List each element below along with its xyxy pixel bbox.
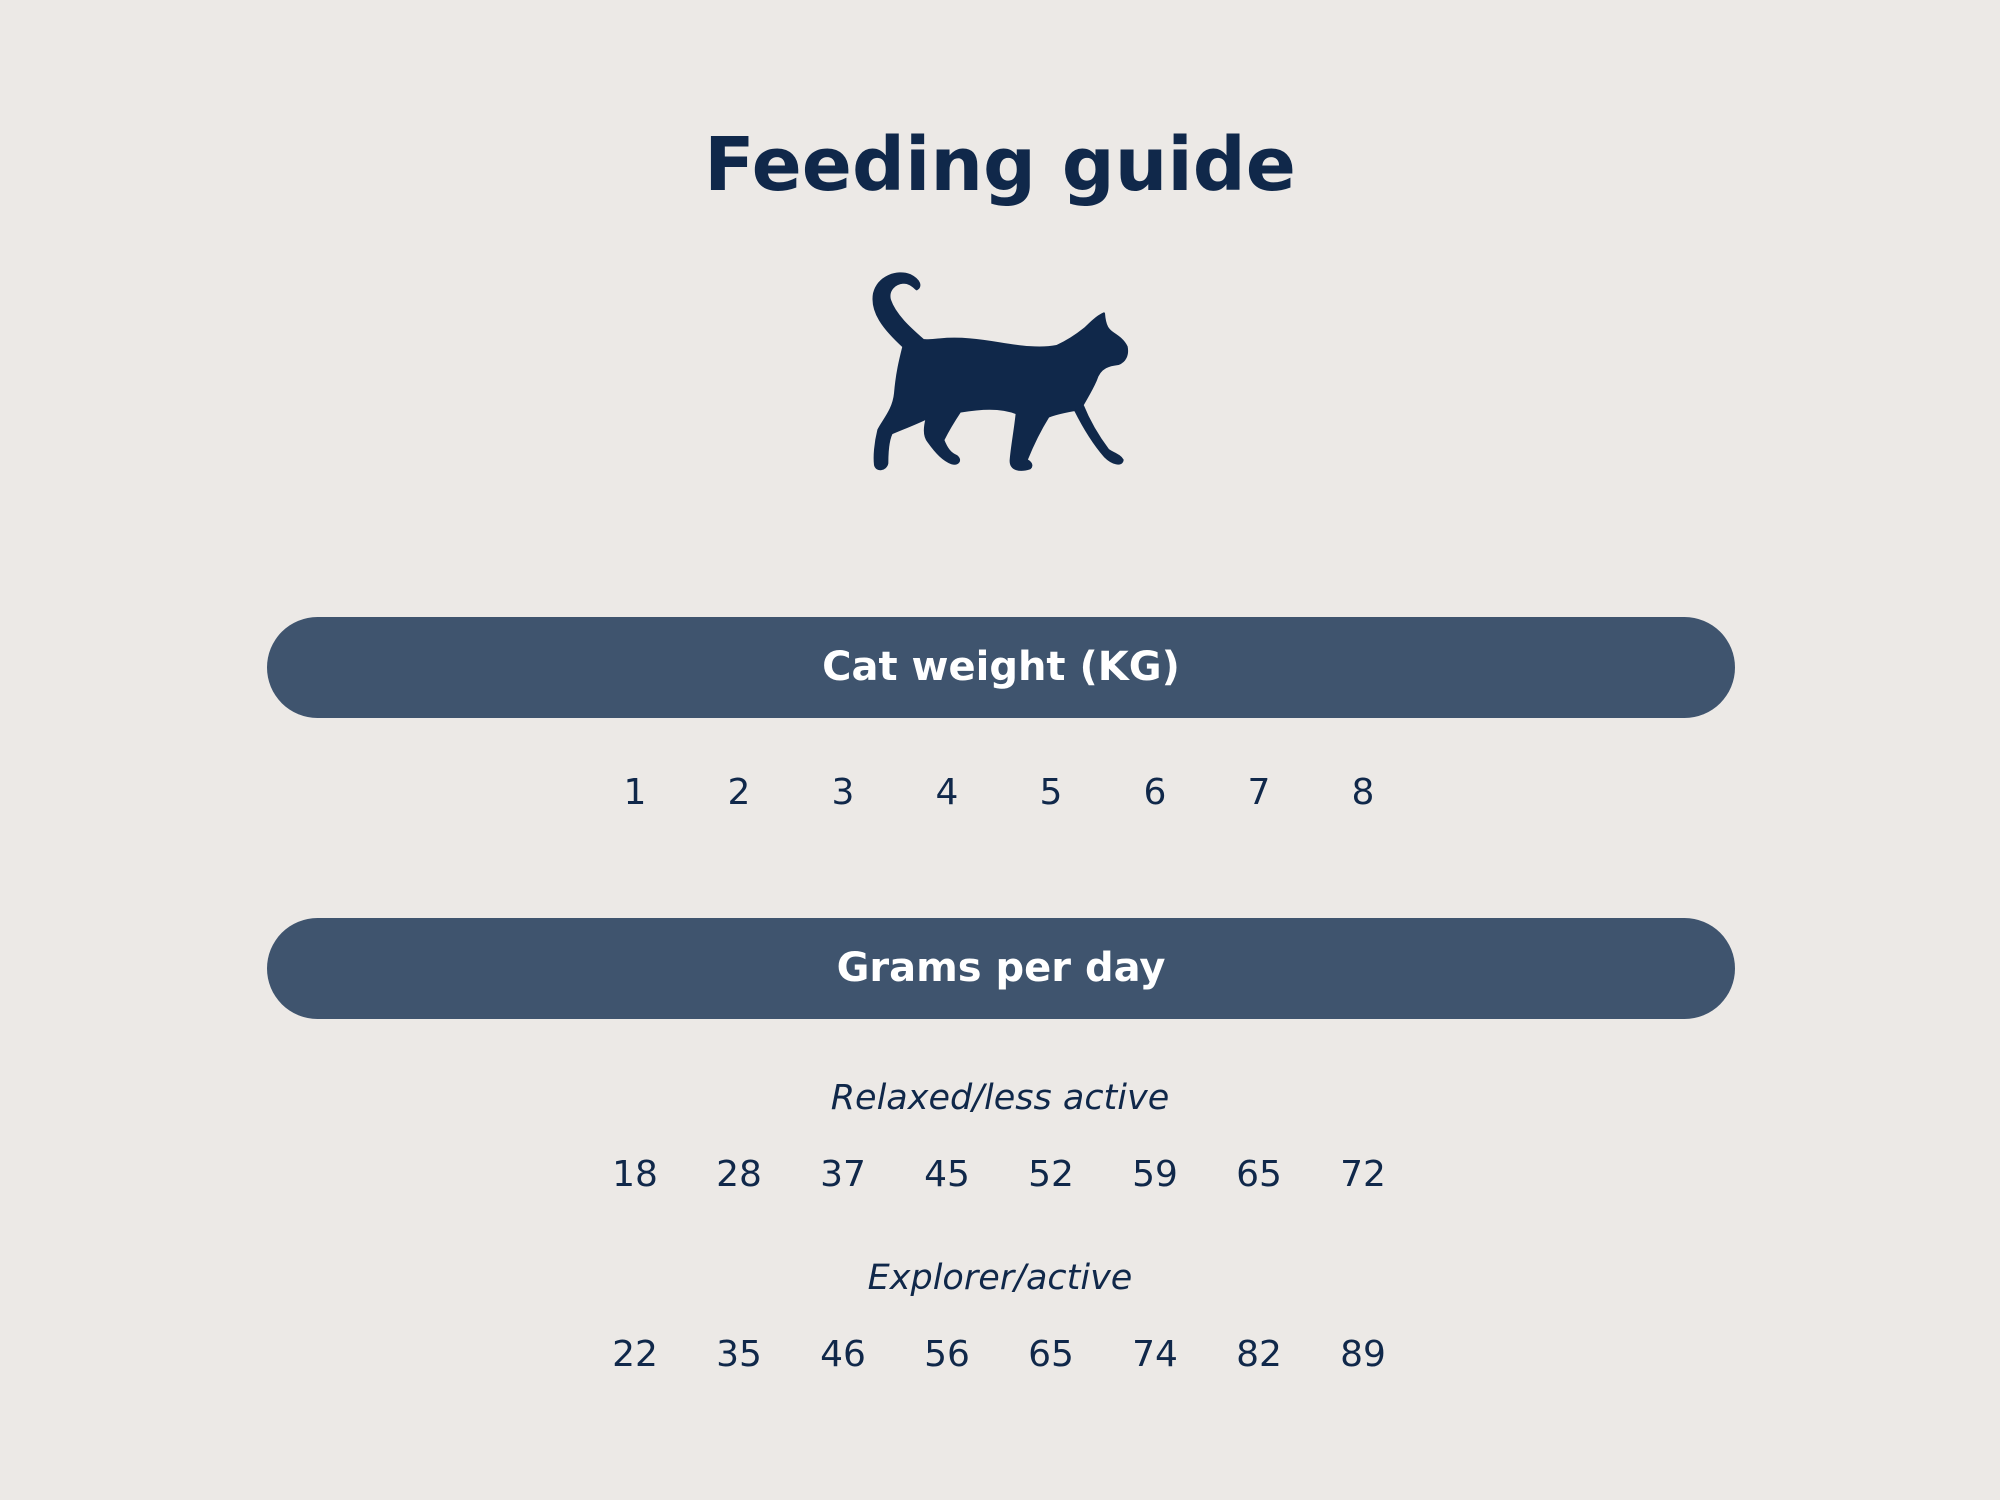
- explorer-value: 46: [820, 1334, 866, 1375]
- relaxed-row: 18 28 37 45 52 59 65 72: [0, 1150, 2000, 1200]
- relaxed-value: 72: [1340, 1154, 1386, 1195]
- relaxed-value: 65: [1236, 1154, 1282, 1195]
- explorer-value: 35: [716, 1334, 762, 1375]
- explorer-value: 74: [1132, 1334, 1178, 1375]
- weight-value: 4: [935, 772, 959, 813]
- weight-value: 8: [1351, 772, 1375, 813]
- weight-value: 2: [727, 772, 751, 813]
- explorer-value: 56: [924, 1334, 970, 1375]
- weight-value: 3: [831, 772, 855, 813]
- weight-value: 7: [1247, 772, 1271, 813]
- relaxed-value: 18: [612, 1154, 658, 1195]
- walking-cat-icon: [872, 272, 1129, 471]
- weight-row: 1 2 3 4 5 6 7 8: [0, 768, 2000, 818]
- cat-weight-header: Cat weight (KG): [267, 617, 1735, 718]
- relaxed-value: 45: [924, 1154, 970, 1195]
- explorer-value: 22: [612, 1334, 658, 1375]
- explorer-value: 82: [1236, 1334, 1282, 1375]
- weight-value: 6: [1143, 772, 1167, 813]
- explorer-value: 65: [1028, 1334, 1074, 1375]
- explorer-row: 22 35 46 56 65 74 82 89: [0, 1330, 2000, 1380]
- weight-value: 5: [1039, 772, 1063, 813]
- relaxed-value: 28: [716, 1154, 762, 1195]
- explorer-value: 89: [1340, 1334, 1386, 1375]
- explorer-label: Explorer/active: [867, 1258, 1133, 1298]
- page-title: Feeding guide: [704, 122, 1296, 208]
- grams-per-day-header: Grams per day: [267, 918, 1735, 1019]
- relaxed-label: Relaxed/less active: [830, 1078, 1170, 1118]
- relaxed-value: 59: [1132, 1154, 1178, 1195]
- weight-value: 1: [623, 772, 647, 813]
- relaxed-value: 37: [820, 1154, 866, 1195]
- relaxed-value: 52: [1028, 1154, 1074, 1195]
